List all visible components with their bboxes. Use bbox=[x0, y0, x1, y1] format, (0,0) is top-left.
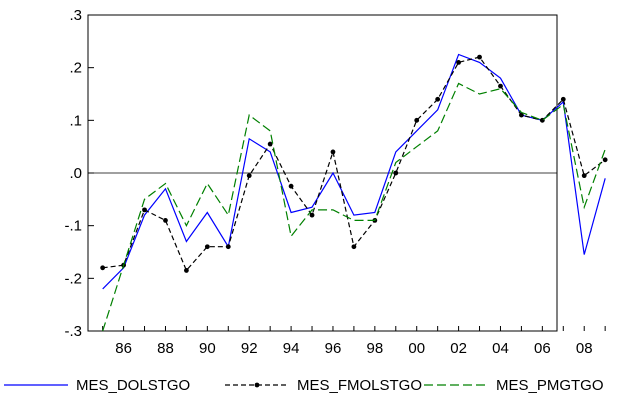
legend-label: MES_PMGTGO bbox=[496, 377, 604, 394]
legend: MES_DOLSTGO MES_FMOLSTGO MES_PMGTGO bbox=[4, 377, 604, 394]
series-point bbox=[225, 244, 231, 250]
series-point bbox=[267, 141, 273, 147]
series-point bbox=[435, 96, 441, 102]
x-tick-label: 98 bbox=[367, 340, 384, 357]
axes: .3 .2 .1 .0 -.1 -.2 -.3 86 88 90 92 94 96 98 00 02 04 06 0… bbox=[64, 7, 606, 357]
y-tick-label: .0 bbox=[69, 165, 82, 182]
x-tick-label: 86 bbox=[115, 340, 132, 357]
plot-lines bbox=[100, 53, 608, 332]
y-tick-label: -.3 bbox=[64, 323, 82, 340]
series-point bbox=[560, 96, 566, 102]
series-line-mes_dolstgo bbox=[102, 53, 606, 290]
x-tick-label: 06 bbox=[534, 340, 551, 357]
series-point bbox=[288, 183, 294, 189]
x-tick-label: 04 bbox=[492, 340, 509, 357]
x-tick-label: 94 bbox=[283, 340, 300, 357]
series-point bbox=[184, 268, 189, 273]
x-tick-label: 00 bbox=[408, 340, 425, 357]
series-point bbox=[163, 218, 168, 223]
series-point bbox=[602, 157, 608, 163]
series-point bbox=[204, 244, 210, 250]
series-point bbox=[393, 170, 399, 176]
x-tick-label: 08 bbox=[576, 340, 593, 357]
series-point bbox=[246, 173, 252, 179]
series-point bbox=[330, 149, 336, 155]
series-point bbox=[519, 112, 524, 118]
y-tick-label: -.1 bbox=[64, 218, 82, 235]
x-tick-label: 96 bbox=[325, 340, 342, 357]
series-point bbox=[351, 244, 357, 250]
x-tick-label: 92 bbox=[241, 340, 258, 357]
y-tick-label: .1 bbox=[69, 112, 82, 129]
x-tick-label: 90 bbox=[199, 340, 216, 357]
x-tick-label: 88 bbox=[157, 340, 174, 357]
legend-label: MES_FMOLSTGO bbox=[297, 377, 422, 394]
series-line-mes_pmgtgo bbox=[102, 82, 606, 332]
series-point bbox=[581, 173, 587, 179]
series-point bbox=[142, 207, 147, 213]
series-point bbox=[456, 60, 461, 65]
y-tick-label: .3 bbox=[69, 7, 82, 24]
series-line-mes_fmolstgo bbox=[102, 56, 606, 272]
x-tick-label: 02 bbox=[450, 340, 467, 357]
y-tick-label: .2 bbox=[69, 60, 82, 77]
series-point bbox=[477, 54, 482, 60]
series-point bbox=[498, 83, 503, 89]
series-point bbox=[100, 265, 106, 271]
legend-swatch-marker bbox=[254, 382, 260, 388]
y-tick-label: -.2 bbox=[64, 270, 82, 287]
legend-label: MES_DOLSTGO bbox=[76, 377, 190, 394]
series-point bbox=[309, 212, 315, 218]
series-point bbox=[414, 117, 420, 123]
